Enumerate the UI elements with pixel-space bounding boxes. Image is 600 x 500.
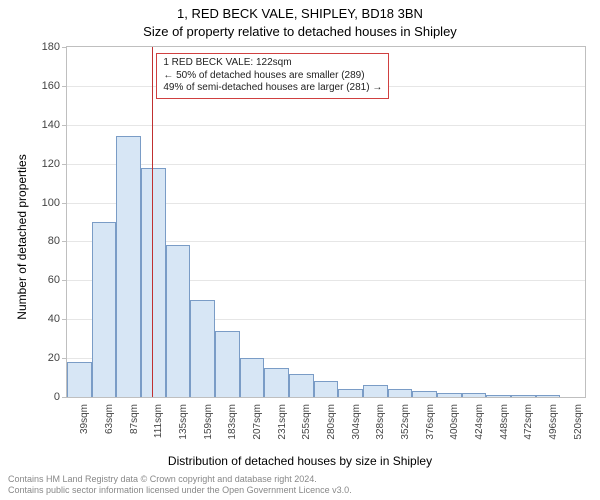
histogram-bar [338,389,363,397]
y-tick-mark [62,164,66,165]
histogram-bar [363,385,388,397]
annotation-line: 1 RED BECK VALE: 122sqm [163,57,382,70]
x-tick-label: 87sqm [129,404,140,454]
y-tick-label: 120 [30,158,60,170]
x-tick-label: 111sqm [153,404,164,454]
histogram-bar [240,358,265,397]
y-tick-mark [62,203,66,204]
x-tick-label: 183sqm [227,404,238,454]
x-tick-label: 520sqm [573,404,584,454]
histogram-bar [289,374,314,397]
histogram-bar [166,245,191,397]
histogram-bar [92,222,117,397]
y-tick-label: 0 [30,391,60,403]
histogram-bar [437,393,462,397]
chart-container: 1, RED BECK VALE, SHIPLEY, BD18 3BN Size… [0,0,600,500]
histogram-bar [536,395,561,397]
footer-line2: Contains public sector information licen… [8,485,352,496]
x-tick-label: 207sqm [252,404,263,454]
histogram-bar [264,368,289,397]
y-tick-label: 140 [30,119,60,131]
x-tick-label: 159sqm [203,404,214,454]
x-tick-label: 496sqm [548,404,559,454]
gridline [67,125,585,126]
annotation-box: 1 RED BECK VALE: 122sqm← 50% of detached… [156,53,389,99]
histogram-bar [511,395,536,397]
footer-attribution: Contains HM Land Registry data © Crown c… [8,474,352,496]
y-axis-label: Number of detached properties [15,87,29,387]
x-tick-label: 472sqm [523,404,534,454]
histogram-bar [486,395,511,397]
y-tick-mark [62,319,66,320]
gridline [67,164,585,165]
y-tick-mark [62,125,66,126]
histogram-bar [67,362,92,397]
x-tick-label: 352sqm [400,404,411,454]
x-axis-label: Distribution of detached houses by size … [0,454,600,468]
histogram-bar [190,300,215,397]
footer-line1: Contains HM Land Registry data © Crown c… [8,474,352,485]
marker-line [152,47,153,397]
chart-title-line1: 1, RED BECK VALE, SHIPLEY, BD18 3BN [0,6,600,21]
y-tick-mark [62,86,66,87]
y-tick-mark [62,397,66,398]
histogram-bar [215,331,240,397]
x-tick-label: 280sqm [326,404,337,454]
y-tick-mark [62,47,66,48]
histogram-bar [412,391,437,397]
x-tick-label: 400sqm [449,404,460,454]
x-tick-label: 376sqm [425,404,436,454]
plot-area: 1 RED BECK VALE: 122sqm← 50% of detached… [66,46,586,398]
x-tick-label: 328sqm [375,404,386,454]
y-tick-mark [62,358,66,359]
y-tick-label: 100 [30,197,60,209]
x-tick-label: 448sqm [499,404,510,454]
y-tick-mark [62,241,66,242]
y-tick-label: 180 [30,41,60,53]
x-tick-label: 231sqm [277,404,288,454]
chart-title-line2: Size of property relative to detached ho… [0,24,600,39]
y-tick-label: 20 [30,352,60,364]
histogram-bar [388,389,413,397]
x-tick-label: 63sqm [104,404,115,454]
y-tick-label: 40 [30,313,60,325]
y-tick-label: 60 [30,274,60,286]
y-tick-mark [62,280,66,281]
x-tick-label: 135sqm [178,404,189,454]
annotation-line: 49% of semi-detached houses are larger (… [163,82,382,95]
histogram-bar [462,393,487,397]
y-tick-label: 80 [30,235,60,247]
histogram-bar [314,381,339,397]
x-tick-label: 304sqm [351,404,362,454]
x-tick-label: 424sqm [474,404,485,454]
y-tick-label: 160 [30,80,60,92]
x-tick-label: 39sqm [79,404,90,454]
annotation-line: ← 50% of detached houses are smaller (28… [163,70,382,83]
x-tick-label: 255sqm [301,404,312,454]
histogram-bar [116,136,141,397]
